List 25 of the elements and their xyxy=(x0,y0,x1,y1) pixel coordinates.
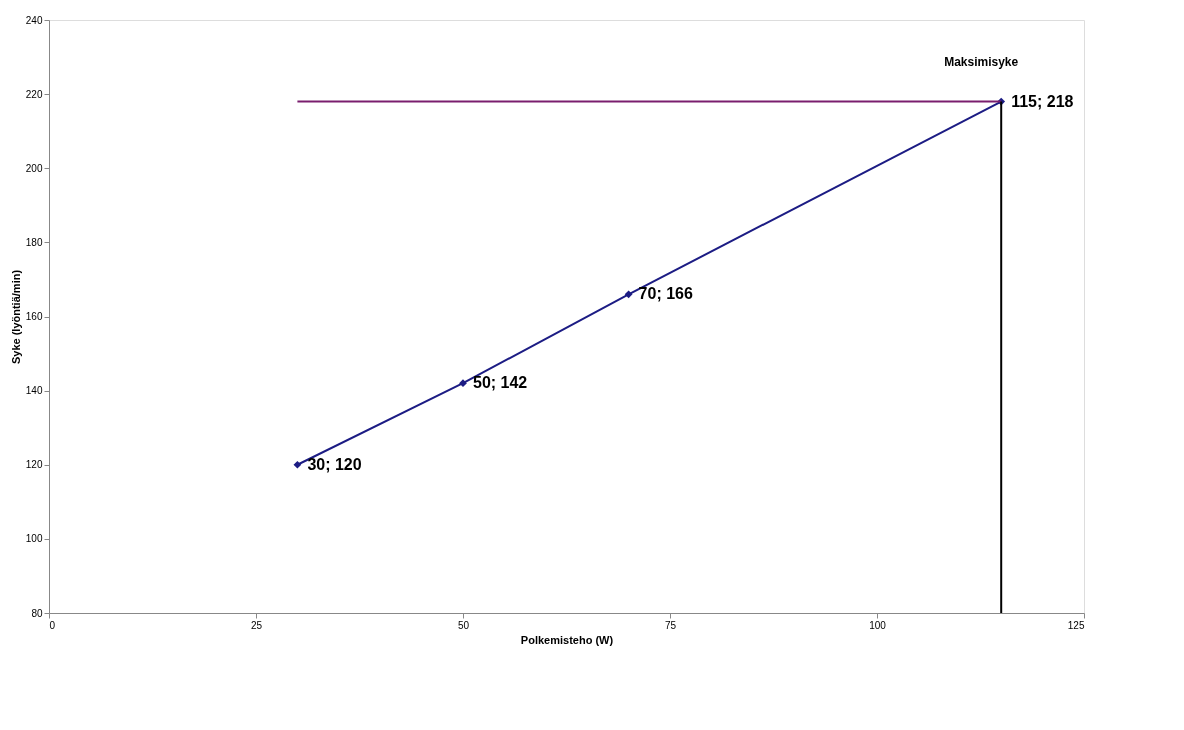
point xyxy=(459,379,467,388)
y-tick-label: 160 xyxy=(25,311,43,322)
data-label: 70; 166 xyxy=(638,285,693,303)
x-tick-label: 50 xyxy=(457,619,470,631)
data-label: 115; 218 xyxy=(1011,92,1074,110)
y-tick-label: 80 xyxy=(31,607,43,619)
y-tick-label: 180 xyxy=(25,236,43,248)
data-label: 30; 120 xyxy=(307,455,362,473)
y-tick-label: 120 xyxy=(25,459,43,471)
point xyxy=(624,290,633,299)
text: Maksimisyke xyxy=(944,54,1019,69)
x-tick-label: 100 xyxy=(869,619,887,631)
y-tick-label: 140 xyxy=(25,385,43,397)
y-tick-label: 100 xyxy=(25,533,43,545)
x-axis-title: Polkemisteho (W) xyxy=(520,633,614,646)
y-tick-label: 200 xyxy=(25,162,43,174)
x-tick-label: 25 xyxy=(250,619,263,631)
y-tick-label: 240 xyxy=(25,14,43,26)
point xyxy=(293,460,302,469)
y-tick-label: 220 xyxy=(25,88,43,100)
x-tick-label: 75 xyxy=(664,619,677,631)
y-axis-title: Syke (lyöntiä/min) xyxy=(9,269,22,365)
x-tick-label: 0 xyxy=(49,619,56,631)
data-label: 50; 142 xyxy=(473,374,528,392)
x-tick-label: 125 xyxy=(1067,619,1085,631)
